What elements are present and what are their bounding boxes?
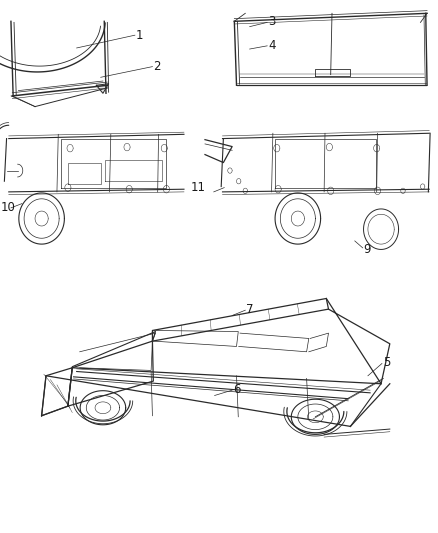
Text: 4: 4 bbox=[268, 39, 276, 52]
Text: 9: 9 bbox=[364, 243, 371, 256]
Text: 11: 11 bbox=[191, 181, 206, 194]
Text: 6: 6 bbox=[233, 383, 240, 395]
Text: 7: 7 bbox=[246, 303, 254, 316]
Text: 3: 3 bbox=[268, 15, 276, 28]
Polygon shape bbox=[96, 84, 109, 93]
Text: 1: 1 bbox=[136, 29, 143, 42]
Text: 2: 2 bbox=[153, 60, 161, 73]
Text: 5: 5 bbox=[383, 356, 390, 369]
Text: 10: 10 bbox=[1, 201, 16, 214]
